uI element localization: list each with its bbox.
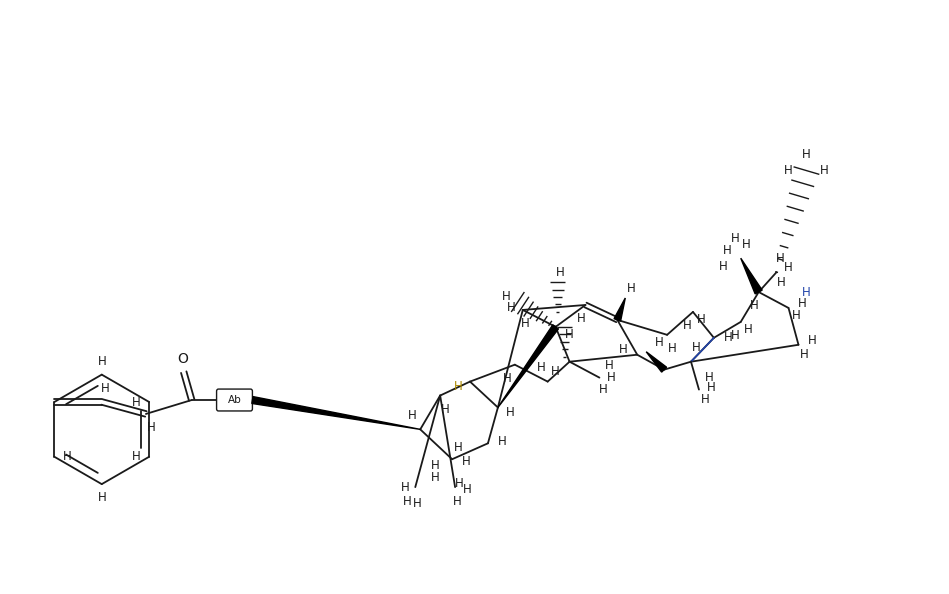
Text: H: H	[784, 164, 793, 177]
Text: O: O	[177, 352, 188, 366]
Text: H: H	[453, 495, 461, 507]
Text: H: H	[731, 232, 739, 245]
Text: H: H	[820, 164, 828, 177]
Text: H: H	[723, 331, 733, 345]
Text: H: H	[556, 266, 565, 279]
Text: H: H	[566, 328, 574, 342]
Text: H: H	[455, 476, 463, 489]
Text: H: H	[146, 421, 156, 434]
Polygon shape	[646, 352, 666, 372]
Polygon shape	[498, 325, 558, 407]
Text: H: H	[577, 312, 586, 326]
Text: H: H	[501, 290, 511, 304]
Polygon shape	[251, 397, 420, 429]
Text: H: H	[808, 334, 817, 347]
Text: H: H	[506, 406, 514, 419]
Text: H: H	[98, 491, 106, 504]
Text: H: H	[599, 383, 607, 396]
Text: H: H	[520, 317, 530, 330]
Text: H: H	[706, 381, 716, 394]
Text: H: H	[800, 348, 809, 361]
FancyBboxPatch shape	[216, 389, 252, 411]
Polygon shape	[741, 258, 762, 294]
Text: H: H	[718, 260, 727, 273]
Text: H: H	[132, 396, 140, 409]
Text: H: H	[802, 286, 810, 299]
Text: H: H	[63, 450, 72, 463]
Text: H: H	[682, 320, 692, 333]
Text: H: H	[502, 372, 512, 385]
Text: H: H	[784, 261, 793, 274]
Text: H: H	[507, 301, 515, 314]
Text: H: H	[431, 470, 439, 484]
Text: H: H	[751, 299, 759, 312]
Text: H: H	[700, 393, 709, 406]
Text: H: H	[776, 252, 785, 265]
Polygon shape	[614, 298, 625, 321]
Text: H: H	[454, 380, 462, 393]
Text: H: H	[697, 314, 705, 326]
Text: H: H	[668, 342, 677, 355]
Text: H: H	[655, 336, 663, 349]
Text: H: H	[792, 309, 801, 323]
Text: H: H	[627, 282, 636, 295]
Text: H: H	[408, 409, 417, 422]
Text: H: H	[537, 361, 546, 374]
Text: Ab: Ab	[228, 395, 241, 405]
Text: H: H	[497, 435, 506, 448]
Text: H: H	[777, 276, 786, 289]
Text: H: H	[400, 481, 410, 494]
Text: H: H	[551, 365, 560, 378]
Text: H: H	[132, 450, 140, 463]
Text: H: H	[463, 482, 472, 495]
Text: H: H	[431, 459, 439, 472]
Text: H: H	[798, 298, 807, 311]
Text: H: H	[101, 381, 109, 394]
Text: H: H	[802, 148, 810, 161]
Text: H: H	[607, 371, 616, 384]
Text: H: H	[722, 244, 731, 257]
Text: H: H	[742, 238, 751, 251]
Text: H: H	[454, 441, 462, 454]
Text: H: H	[744, 323, 754, 336]
Text: H: H	[413, 497, 421, 510]
Text: H: H	[98, 355, 106, 368]
Text: H: H	[619, 343, 627, 356]
Text: H: H	[605, 359, 614, 372]
Text: H: H	[692, 342, 700, 354]
Text: H: H	[731, 329, 739, 342]
Text: H: H	[403, 495, 412, 507]
Text: H: H	[440, 403, 450, 416]
Text: H: H	[461, 455, 471, 467]
Text: H: H	[704, 371, 714, 384]
